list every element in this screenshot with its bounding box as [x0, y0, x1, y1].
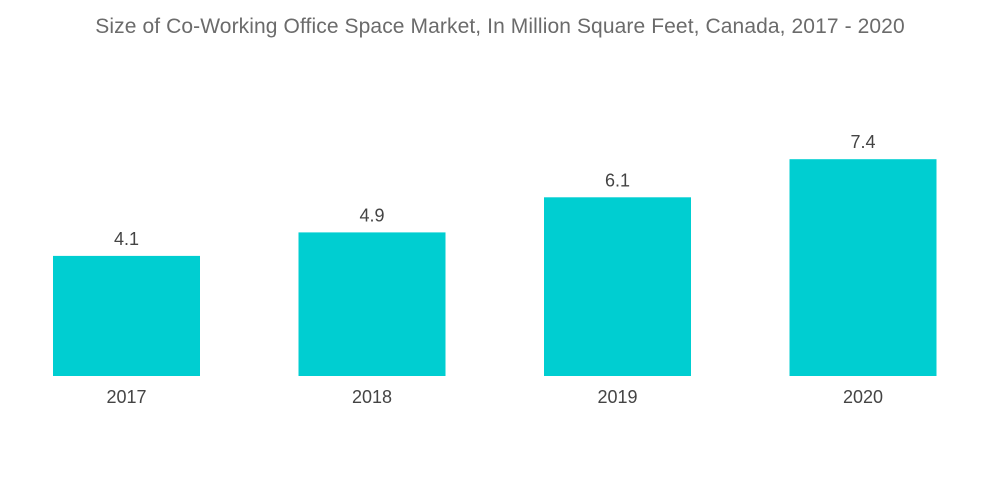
bar-value-label-2017: 4.1 — [114, 229, 139, 249]
x-tick-label-2018: 2018 — [352, 387, 392, 407]
bar-2019 — [544, 197, 691, 376]
x-tick-label-2019: 2019 — [597, 387, 637, 407]
x-axis-tick-labels: 2017 2018 2019 2020 — [106, 387, 883, 407]
bar-value-labels: 4.1 4.9 6.1 7.4 — [114, 132, 876, 249]
bars-group — [53, 159, 937, 376]
bar-2020 — [789, 159, 937, 376]
x-tick-label-2020: 2020 — [843, 387, 883, 407]
bar-2018 — [298, 232, 446, 376]
x-tick-label-2017: 2017 — [106, 387, 146, 407]
bar-value-label-2019: 6.1 — [605, 170, 630, 190]
bar-2017 — [53, 255, 200, 376]
bar-value-label-2020: 7.4 — [850, 132, 875, 152]
chart-title: Size of Co-Working Office Space Market, … — [95, 15, 905, 38]
bar-value-label-2018: 4.9 — [359, 205, 384, 225]
